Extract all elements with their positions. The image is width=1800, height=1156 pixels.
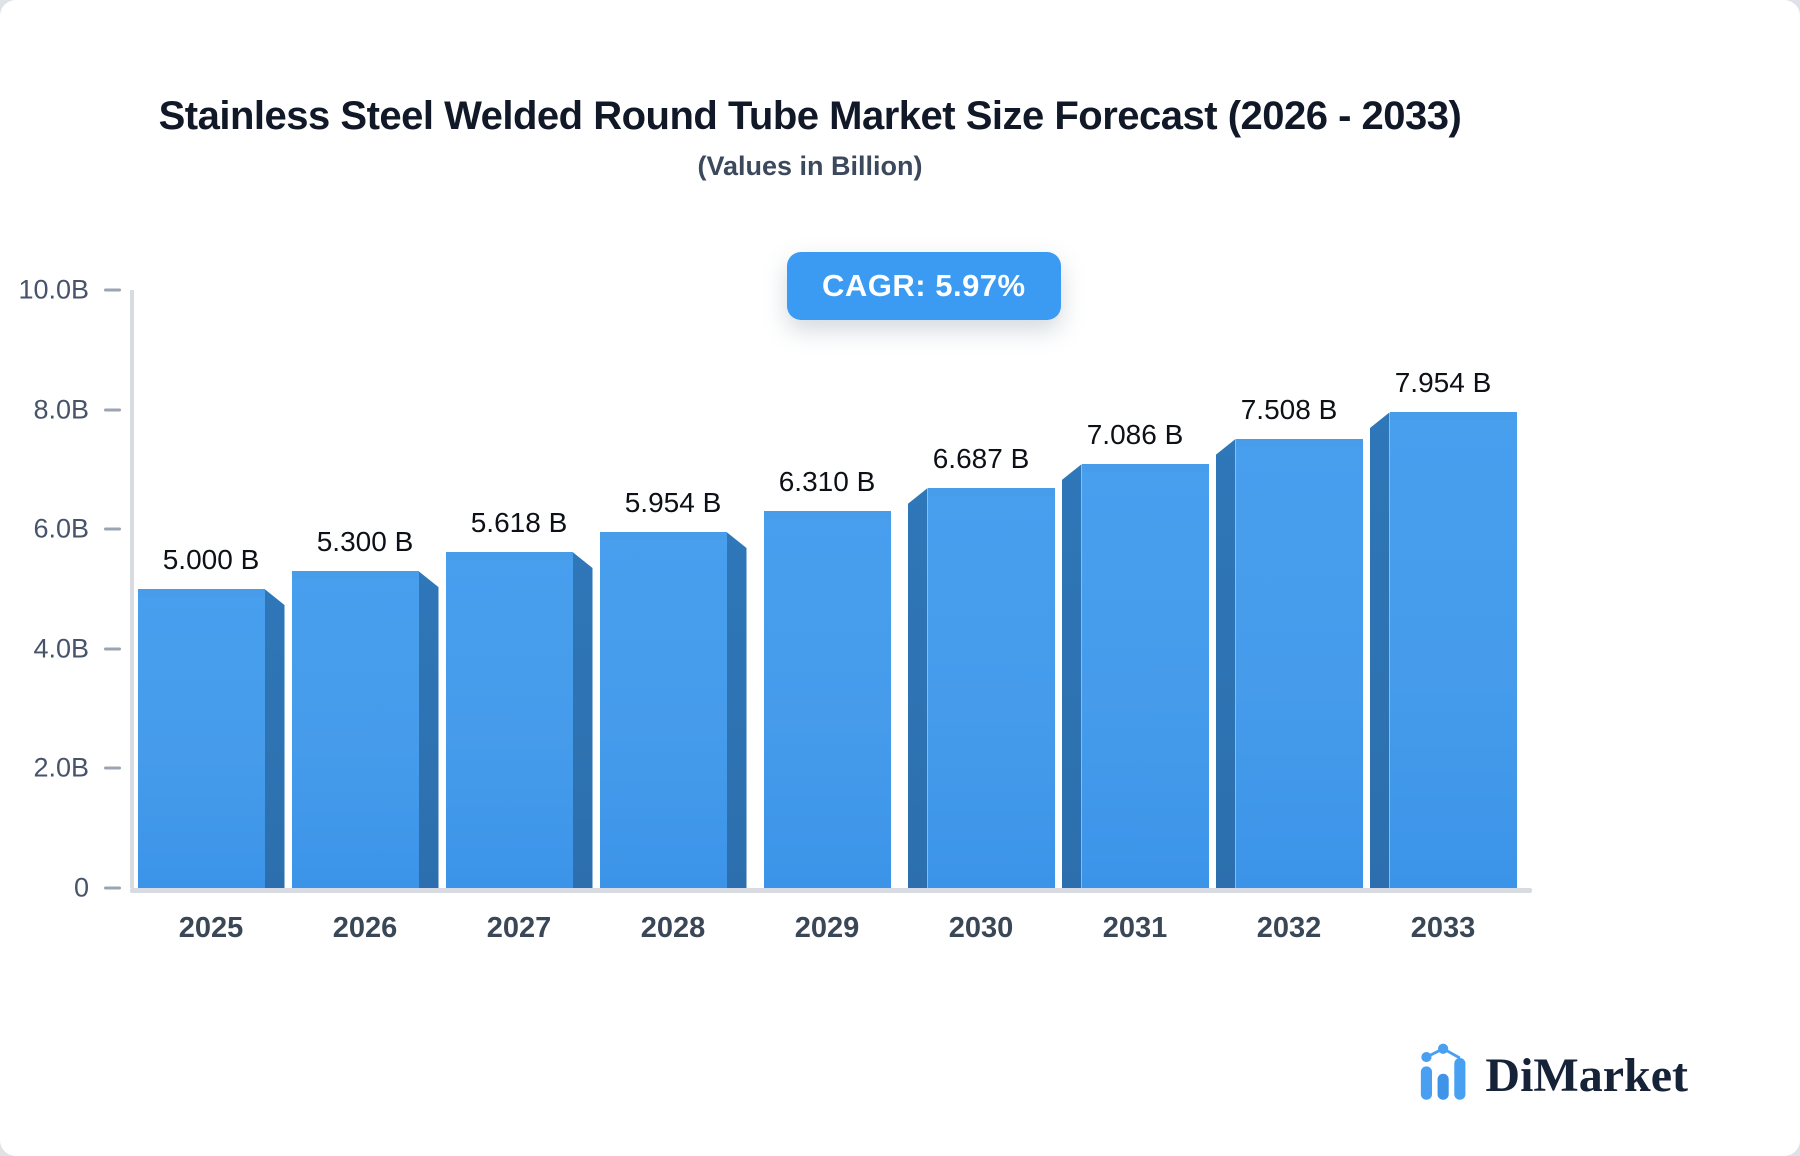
y-tick-label: 10.0B [18, 274, 89, 305]
cagr-badge: CAGR: 5.97% [787, 252, 1061, 320]
bar-face [1389, 412, 1517, 888]
bar-side-shadow [1369, 412, 1390, 888]
bar-2030 [907, 488, 1055, 888]
bar-2033 [1369, 412, 1517, 888]
bar-face [1081, 464, 1209, 888]
bar-slot-2028: 5.954 B 2028 [596, 290, 750, 944]
y-tick: 0 [74, 873, 134, 904]
bar-face [137, 589, 265, 888]
y-tick-label: 4.0B [33, 633, 89, 664]
bar-2027 [445, 552, 593, 888]
x-tick-label-2026: 2026 [332, 912, 398, 944]
y-tick: 6.0B [33, 514, 134, 545]
header: Stainless Steel Welded Round Tube Market… [0, 0, 1620, 182]
dimarket-logo-icon [1421, 1043, 1466, 1100]
plot-area: 10.0B 8.0B 6.0B 4.0B 2.0B 0 5.000 B 2025 5.300 B… [18, 275, 1532, 944]
bar-side-shadow [1061, 464, 1082, 888]
y-tick-label: 2.0B [33, 752, 89, 783]
bar-face [445, 552, 573, 888]
y-tick-dash [104, 766, 121, 770]
y-tick: 10.0B [18, 275, 134, 306]
bar-2028 [599, 531, 747, 888]
bar-face [291, 571, 419, 888]
bar-side-shadow [264, 589, 285, 888]
y-tick: 4.0B [33, 633, 134, 664]
chart-title: Stainless Steel Welded Round Tube Market… [158, 94, 1462, 138]
value-label-2028: 5.954 B [624, 486, 722, 518]
y-tick-dash [104, 647, 121, 651]
bar-slot-2031: 7.086 B 2031 [1058, 290, 1212, 944]
bar-slot-2032: 7.508 B 2032 [1212, 290, 1366, 944]
cagr-badge-row: CAGR: 5.97% [787, 252, 1061, 320]
bar-slot-2030: 6.687 B 2030 [904, 290, 1058, 944]
value-label-2031: 7.086 B [1086, 419, 1184, 451]
value-label-2032: 7.508 B [1240, 394, 1338, 426]
y-tick-dash [104, 408, 121, 412]
x-axis-baseline [130, 888, 1532, 893]
value-label-2033: 7.954 B [1394, 367, 1492, 399]
bar-side-shadow [418, 571, 439, 888]
x-tick-label-2027: 2027 [486, 912, 552, 944]
bar-slot-2027: 5.618 B 2027 [442, 290, 596, 944]
chart-subtitle: (Values in Billion) [697, 151, 923, 181]
bar-face [599, 531, 727, 888]
value-label-2030: 6.687 B [932, 443, 1030, 475]
value-label-2026: 5.300 B [316, 526, 414, 558]
brand-logo: DiMarket [1419, 1042, 1688, 1100]
bar-side-shadow [1215, 439, 1236, 888]
bar-2032 [1215, 439, 1363, 888]
bar-2026 [291, 571, 439, 888]
bar-slot-2029: 6.310 B 2029 [750, 290, 904, 944]
y-tick: 8.0B [33, 394, 134, 425]
bar-slot-2026: 5.300 B 2026 [288, 290, 442, 944]
y-axis-line [130, 290, 134, 888]
x-tick-label-2025: 2025 [178, 912, 244, 944]
value-label-2029: 6.310 B [778, 465, 876, 497]
value-label-2027: 5.618 B [470, 507, 568, 539]
bar-side-shadow [907, 488, 928, 888]
bar-face [927, 488, 1055, 888]
x-tick-label-2029: 2029 [794, 912, 860, 944]
bar-side-shadow [726, 531, 747, 888]
y-tick-dash [104, 288, 121, 292]
bar-face [763, 510, 891, 888]
y-tick-label: 6.0B [33, 513, 89, 544]
y-tick-label: 0 [73, 872, 89, 903]
x-tick-label-2032: 2032 [1256, 912, 1322, 944]
value-label-2025: 5.000 B [162, 544, 260, 575]
x-tick-label-2028: 2028 [640, 912, 706, 944]
x-tick-label-2033: 2033 [1410, 912, 1476, 944]
x-tick-label-2031: 2031 [1102, 912, 1168, 944]
bar-face [1235, 439, 1363, 888]
bar-2029 [763, 510, 891, 888]
x-tick-label-2030: 2030 [948, 912, 1014, 944]
y-tick-dash [104, 886, 121, 890]
dimarket-logo-text: DiMarket [1485, 1049, 1688, 1102]
y-tick: 2.0B [33, 753, 134, 784]
bar-side-shadow [572, 552, 593, 888]
bar-slot-2033: 7.954 B 2033 [1366, 290, 1520, 944]
y-tick-dash [104, 527, 121, 531]
bar-slot-2025: 5.000 B 2025 [134, 290, 288, 944]
y-tick-label: 8.0B [33, 394, 89, 425]
bar-2031 [1061, 464, 1209, 888]
bar-2025 [137, 589, 285, 888]
